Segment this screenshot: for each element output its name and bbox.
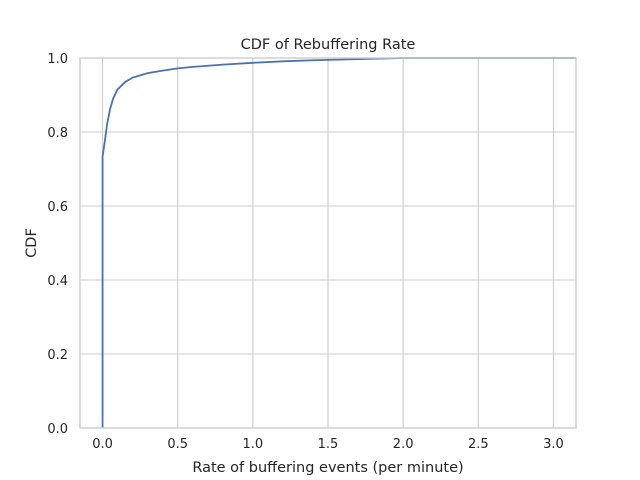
x-tick-label: 0.0 [92,437,113,452]
x-tick-label: 1.5 [318,437,339,452]
x-tick-label: 3.0 [543,437,564,452]
y-tick-label: 1.0 [47,52,68,67]
x-tick-label: 2.0 [393,437,414,452]
y-axis-label: CDF [24,228,40,258]
y-tick-label: 0.2 [47,348,68,363]
data-layer [101,57,576,428]
y-tick-label: 0.0 [47,422,68,437]
x-axis-label: Rate of buffering events (per minute) [192,460,463,476]
y-tick-label: 0.4 [47,274,68,289]
plot-border [79,57,577,429]
x-axis-ticks: 0.0 0.5 1.0 1.5 2.0 2.5 3.0 [92,437,564,452]
y-tick-label: 0.8 [47,126,68,141]
axes-frame [79,57,577,429]
x-tick-label: 1.0 [243,437,264,452]
y-axis-ticks: 0.0 0.2 0.4 0.6 0.8 1.0 [47,52,68,437]
x-tick-label: 2.5 [468,437,489,452]
chart-title: CDF of Rebuffering Rate [241,37,416,53]
cdf-series-line [101,57,576,428]
y-tick-label: 0.6 [47,200,68,215]
x-tick-label: 0.5 [167,437,188,452]
